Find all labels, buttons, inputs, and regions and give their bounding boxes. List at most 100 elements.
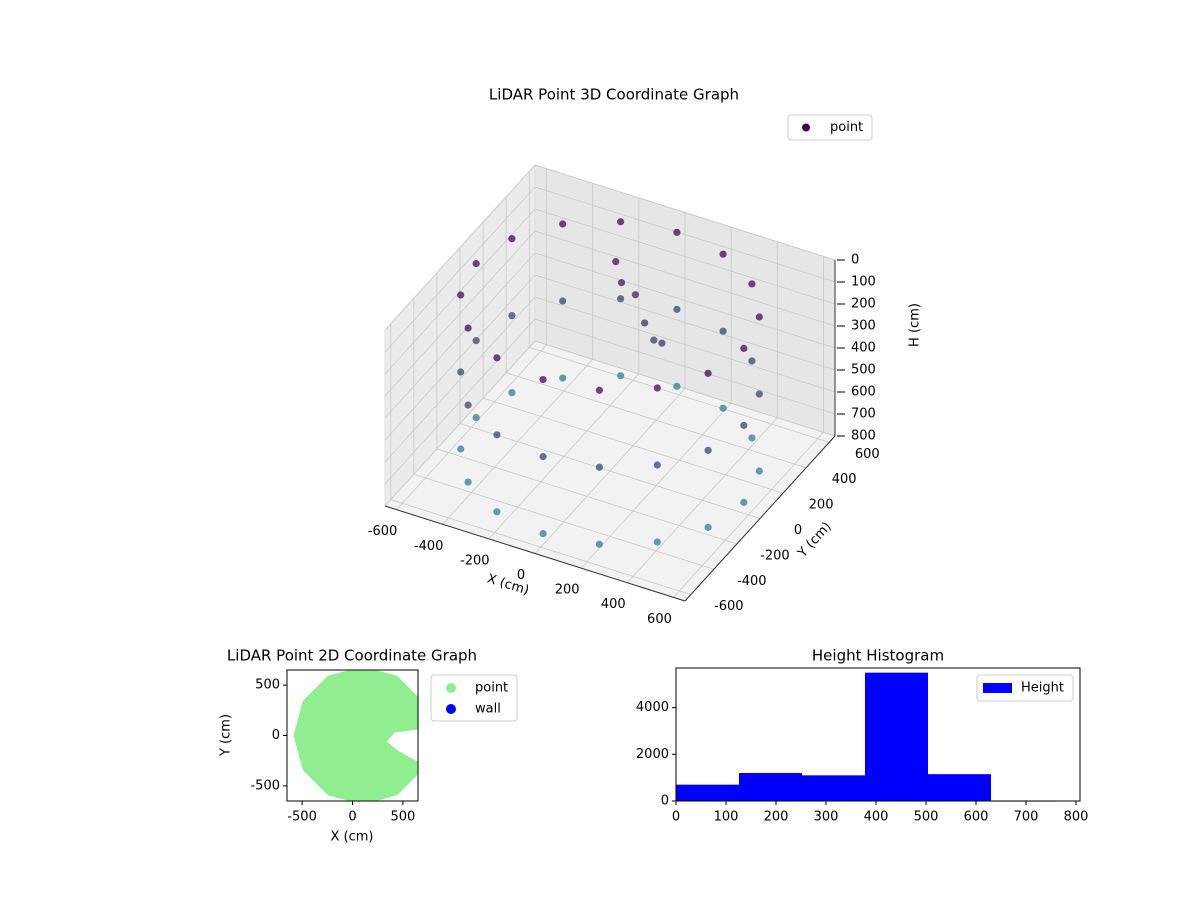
point xyxy=(748,357,756,365)
legend-marker xyxy=(446,704,456,714)
grid-line xyxy=(506,372,807,469)
bar xyxy=(865,672,928,801)
grid-line xyxy=(384,164,536,331)
chart-title: Height Histogram xyxy=(812,647,944,665)
axes-frame xyxy=(675,667,1081,802)
grid-line xyxy=(534,208,836,305)
point xyxy=(595,463,603,471)
y-tick-label: -200 xyxy=(760,548,790,563)
y-tick-label: 400 xyxy=(832,472,857,487)
grid-line xyxy=(534,230,836,327)
legend-marker xyxy=(983,683,1012,693)
bar xyxy=(739,773,802,801)
x-axis-label: X (cm) xyxy=(331,830,374,845)
plot-area xyxy=(293,670,418,801)
point xyxy=(704,369,712,377)
y-tick-label: -600 xyxy=(714,599,744,614)
axis-line xyxy=(684,435,836,602)
point xyxy=(457,291,465,299)
point xyxy=(617,279,626,287)
point xyxy=(559,297,567,305)
y-tick-label: 0 xyxy=(661,794,669,809)
x-tick-label: 0 xyxy=(348,810,356,825)
point xyxy=(464,478,472,486)
y-axis-label: Y (cm) xyxy=(219,714,234,757)
y-tick-label: 500 xyxy=(255,678,280,693)
point xyxy=(740,421,748,429)
y-tick-label: 4000 xyxy=(636,700,669,715)
point xyxy=(559,220,567,228)
grid-line xyxy=(384,252,536,419)
point xyxy=(472,414,480,422)
point xyxy=(457,368,465,376)
z-tick-label: 600 xyxy=(851,385,876,400)
point xyxy=(493,354,501,362)
grid-line xyxy=(384,274,536,441)
point xyxy=(617,218,625,226)
point xyxy=(631,291,639,299)
grid-line xyxy=(384,186,536,353)
grid-line xyxy=(534,318,836,415)
point xyxy=(539,530,547,538)
point xyxy=(755,467,763,475)
x-tick-label: -500 xyxy=(287,810,317,825)
point xyxy=(539,376,547,384)
x-tick-label: 0 xyxy=(672,810,680,825)
point xyxy=(748,280,756,288)
grid-line xyxy=(384,318,536,485)
point-area xyxy=(293,670,418,801)
legend-marker xyxy=(802,123,810,132)
y-tick-label: 600 xyxy=(855,447,880,462)
x-tick-label: 0 xyxy=(517,568,525,583)
point xyxy=(658,339,666,347)
chart-title: LiDAR Point 3D Coordinate Graph xyxy=(489,86,739,104)
z-tick-label: 700 xyxy=(851,407,876,422)
x-tick-label: 800 xyxy=(1064,810,1089,825)
grid-line xyxy=(534,186,836,283)
legend-marker xyxy=(446,683,456,693)
grid-line xyxy=(436,448,738,545)
bar xyxy=(676,784,739,801)
point xyxy=(457,445,465,453)
x-tick-label: -600 xyxy=(368,524,398,539)
point xyxy=(673,382,681,390)
x-tick-label: 400 xyxy=(864,810,889,825)
x-tick-label: 600 xyxy=(647,612,672,627)
point xyxy=(673,305,681,313)
point xyxy=(508,389,516,397)
y-tick-label: 2000 xyxy=(636,747,669,762)
z-tick-label: 100 xyxy=(851,275,876,290)
point xyxy=(740,498,748,506)
point xyxy=(472,260,480,268)
grid-line xyxy=(482,397,784,494)
point xyxy=(595,386,603,394)
legend-label: Height xyxy=(1021,681,1064,696)
z-axis-label: H (cm) xyxy=(908,303,923,347)
point xyxy=(559,374,567,382)
point xyxy=(755,313,763,321)
grid-line xyxy=(534,252,836,349)
x-tick-label: 500 xyxy=(390,810,415,825)
grid-line xyxy=(534,296,836,393)
point xyxy=(539,453,547,461)
legend-box xyxy=(430,674,518,722)
y-tick-label: -400 xyxy=(737,574,767,589)
point xyxy=(595,540,603,548)
x-tick-label: 100 xyxy=(714,810,739,825)
grid-line xyxy=(534,164,836,261)
point xyxy=(612,258,620,266)
point xyxy=(719,404,727,412)
y-tick-label: 0 xyxy=(794,523,802,538)
chart-title: LiDAR Point 2D Coordinate Graph xyxy=(227,647,477,665)
point xyxy=(464,401,472,409)
z-tick-label: 0 xyxy=(851,253,859,268)
point xyxy=(704,446,712,454)
x-tick-label: -400 xyxy=(414,539,444,554)
point xyxy=(740,344,748,352)
point xyxy=(617,295,625,303)
legend-box xyxy=(787,114,873,141)
z-tick-label: 800 xyxy=(851,429,876,444)
x-tick-label: 600 xyxy=(964,810,989,825)
grid-line xyxy=(390,499,691,596)
point xyxy=(493,431,501,439)
